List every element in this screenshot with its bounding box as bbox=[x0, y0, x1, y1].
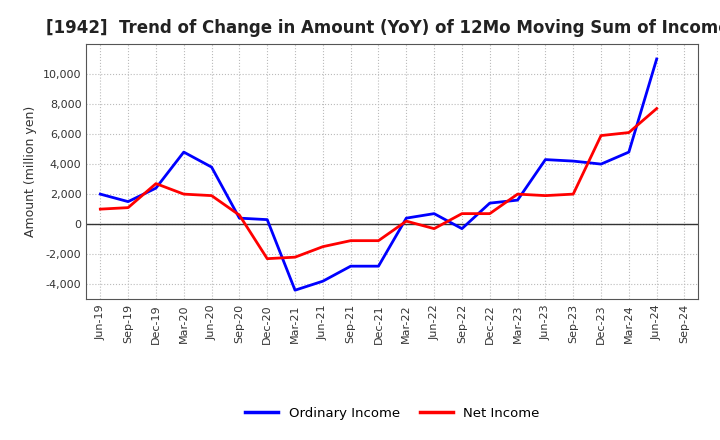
Ordinary Income bbox=[124, 199, 132, 204]
Line: Ordinary Income: Ordinary Income bbox=[100, 59, 657, 290]
Net Income bbox=[652, 106, 661, 111]
Ordinary Income bbox=[458, 226, 467, 231]
Legend: Ordinary Income, Net Income: Ordinary Income, Net Income bbox=[240, 402, 545, 425]
Ordinary Income bbox=[430, 211, 438, 216]
Net Income bbox=[291, 254, 300, 260]
Ordinary Income bbox=[485, 201, 494, 206]
Ordinary Income bbox=[374, 264, 383, 269]
Net Income bbox=[207, 193, 216, 198]
Net Income bbox=[569, 191, 577, 197]
Ordinary Income bbox=[179, 150, 188, 155]
Ordinary Income bbox=[624, 150, 633, 155]
Net Income bbox=[179, 191, 188, 197]
Line: Net Income: Net Income bbox=[100, 109, 657, 259]
Ordinary Income bbox=[513, 198, 522, 203]
Net Income bbox=[513, 191, 522, 197]
Ordinary Income bbox=[652, 56, 661, 62]
Net Income bbox=[430, 226, 438, 231]
Ordinary Income bbox=[402, 216, 410, 221]
Ordinary Income bbox=[263, 217, 271, 222]
Ordinary Income bbox=[346, 264, 355, 269]
Net Income bbox=[124, 205, 132, 210]
Net Income bbox=[346, 238, 355, 243]
Ordinary Income bbox=[207, 165, 216, 170]
Net Income bbox=[541, 193, 550, 198]
Net Income bbox=[374, 238, 383, 243]
Ordinary Income bbox=[152, 186, 161, 191]
Net Income bbox=[458, 211, 467, 216]
Y-axis label: Amount (million yen): Amount (million yen) bbox=[24, 106, 37, 237]
Ordinary Income bbox=[597, 161, 606, 167]
Net Income bbox=[263, 256, 271, 261]
Net Income bbox=[96, 206, 104, 212]
Net Income bbox=[318, 244, 327, 249]
Ordinary Income bbox=[569, 158, 577, 164]
Net Income bbox=[152, 181, 161, 186]
Ordinary Income bbox=[235, 216, 243, 221]
Ordinary Income bbox=[96, 191, 104, 197]
Net Income bbox=[235, 213, 243, 218]
Net Income bbox=[485, 211, 494, 216]
Ordinary Income bbox=[291, 288, 300, 293]
Net Income bbox=[402, 219, 410, 224]
Ordinary Income bbox=[541, 157, 550, 162]
Title: [1942]  Trend of Change in Amount (YoY) of 12Mo Moving Sum of Incomes: [1942] Trend of Change in Amount (YoY) o… bbox=[45, 19, 720, 37]
Net Income bbox=[624, 130, 633, 135]
Net Income bbox=[597, 133, 606, 138]
Ordinary Income bbox=[318, 279, 327, 284]
